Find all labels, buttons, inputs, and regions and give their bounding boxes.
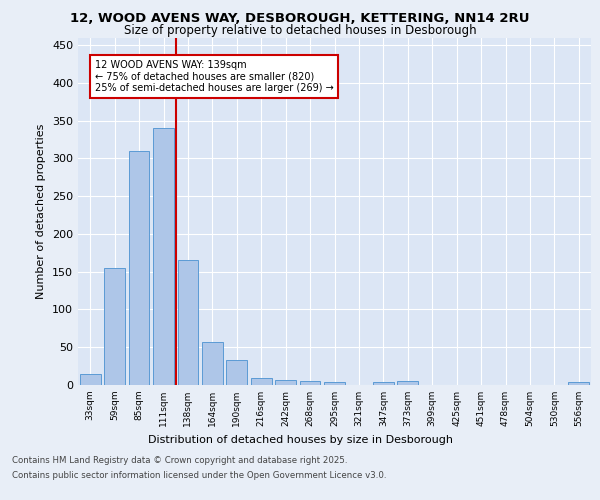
Bar xyxy=(251,378,272,385)
Bar xyxy=(80,374,101,385)
Text: Contains HM Land Registry data © Crown copyright and database right 2025.: Contains HM Land Registry data © Crown c… xyxy=(12,456,347,465)
Text: 12 WOOD AVENS WAY: 139sqm
← 75% of detached houses are smaller (820)
25% of semi: 12 WOOD AVENS WAY: 139sqm ← 75% of detac… xyxy=(95,60,334,94)
Bar xyxy=(178,260,199,385)
Text: Size of property relative to detached houses in Desborough: Size of property relative to detached ho… xyxy=(124,24,476,37)
Bar xyxy=(275,380,296,385)
Bar xyxy=(153,128,174,385)
Bar xyxy=(568,382,589,385)
Bar xyxy=(299,381,320,385)
Bar xyxy=(226,360,247,385)
Bar xyxy=(324,382,345,385)
Bar xyxy=(202,342,223,385)
Bar xyxy=(104,268,125,385)
Bar xyxy=(397,381,418,385)
Text: 12, WOOD AVENS WAY, DESBOROUGH, KETTERING, NN14 2RU: 12, WOOD AVENS WAY, DESBOROUGH, KETTERIN… xyxy=(70,12,530,26)
Text: Distribution of detached houses by size in Desborough: Distribution of detached houses by size … xyxy=(148,435,452,445)
Text: Contains public sector information licensed under the Open Government Licence v3: Contains public sector information licen… xyxy=(12,471,386,480)
Bar xyxy=(373,382,394,385)
Bar xyxy=(128,151,149,385)
Y-axis label: Number of detached properties: Number of detached properties xyxy=(37,124,46,299)
